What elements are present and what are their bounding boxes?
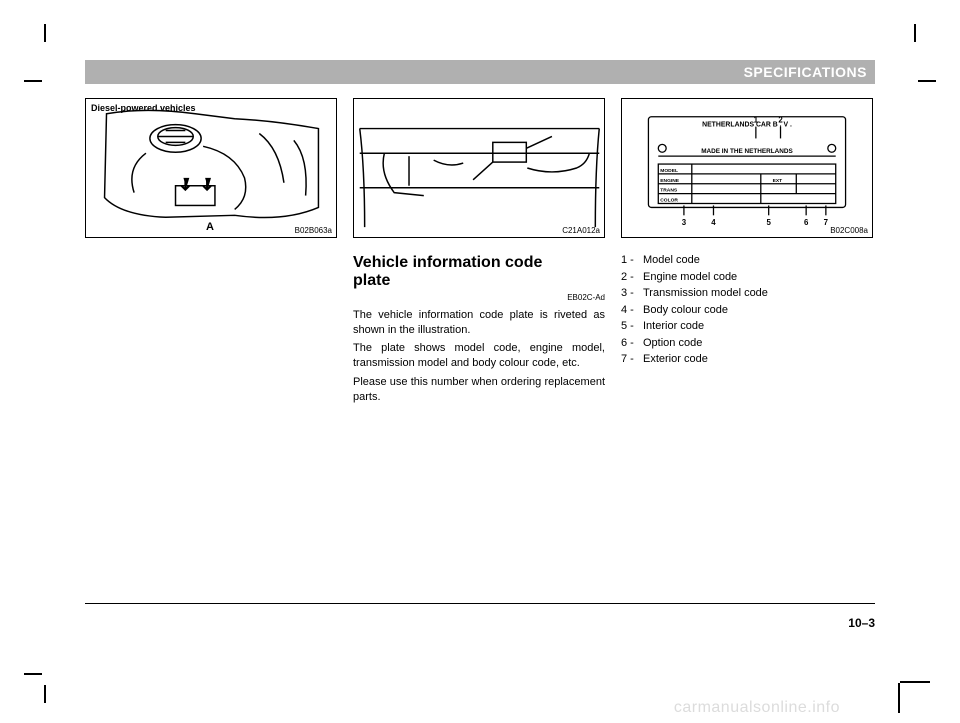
list-item: 1 -Model code: [621, 252, 873, 269]
figure-right-drawing: NETHERLANDS CAR B . V . MADE IN THE NETH…: [622, 99, 872, 237]
svg-text:1: 1: [754, 116, 759, 125]
figure-left-letter: A: [206, 221, 214, 233]
svg-text:4: 4: [711, 218, 716, 227]
col-middle: C21A012a Vehicle information code plate …: [353, 98, 605, 409]
page-number: 10–3: [848, 616, 875, 630]
figure-left-label: Diesel-powered vehicles: [91, 103, 196, 113]
col-left: Diesel-powered vehicles: [85, 98, 337, 409]
list-item: 6 -Option code: [621, 335, 873, 352]
figure-right-code: B02C008a: [830, 226, 868, 235]
svg-text:EXT: EXT: [773, 178, 783, 184]
crop-mark: [914, 24, 916, 42]
crop-mark: [900, 681, 930, 683]
figure-middle-drawing: [354, 99, 604, 237]
columns: Diesel-powered vehicles: [85, 98, 875, 409]
crop-mark: [898, 683, 900, 713]
svg-text:TRANS: TRANS: [660, 188, 678, 194]
crop-mark: [44, 24, 46, 42]
code-list: 1 -Model code 2 -Engine model code 3 -Tr…: [621, 252, 873, 368]
svg-text:ENGINE: ENGINE: [660, 178, 680, 184]
crop-mark: [24, 673, 42, 675]
list-item: 4 -Body colour code: [621, 302, 873, 319]
svg-text:MODEL: MODEL: [660, 168, 678, 174]
figure-right: NETHERLANDS CAR B . V . MADE IN THE NETH…: [621, 98, 873, 238]
col-right: NETHERLANDS CAR B . V . MADE IN THE NETH…: [621, 98, 873, 409]
section-para2: The plate shows model code, engine model…: [353, 341, 605, 371]
section-refcode: EB02C-Ad: [353, 293, 605, 302]
svg-text:5: 5: [766, 218, 771, 227]
svg-text:2: 2: [778, 116, 783, 125]
watermark: carmanualsonline.info: [674, 699, 840, 717]
plate-text-made: MADE IN THE NETHERLANDS: [701, 148, 793, 155]
figure-left-code: B02B063a: [295, 226, 332, 235]
figure-middle-code: C21A012a: [562, 226, 600, 235]
svg-text:6: 6: [804, 218, 809, 227]
svg-text:COLOR: COLOR: [660, 198, 678, 204]
header-bar: SPECIFICATIONS: [85, 60, 875, 84]
page-content: SPECIFICATIONS Diesel-powered vehicles: [85, 60, 875, 650]
figure-left-drawing: [86, 99, 336, 237]
footer-rule: [85, 603, 875, 604]
section-title-line1: Vehicle information code: [353, 254, 542, 271]
figure-left: Diesel-powered vehicles: [85, 98, 337, 238]
list-item: 5 -Interior code: [621, 318, 873, 335]
crop-mark: [24, 80, 42, 82]
section-title-line2: plate: [353, 272, 390, 289]
list-item: 2 -Engine model code: [621, 269, 873, 286]
list-item: 3 -Transmission model code: [621, 285, 873, 302]
crop-mark: [918, 80, 936, 82]
list-item: 7 -Exterior code: [621, 351, 873, 368]
crop-mark: [44, 685, 46, 703]
header-title: SPECIFICATIONS: [744, 64, 867, 80]
svg-text:7: 7: [824, 218, 829, 227]
section-para1: The vehicle information code plate is ri…: [353, 308, 605, 338]
figure-middle: C21A012a: [353, 98, 605, 238]
section-title: Vehicle information code plate: [353, 254, 605, 291]
svg-text:3: 3: [682, 218, 687, 227]
section-para3: Please use this number when ordering rep…: [353, 375, 605, 405]
